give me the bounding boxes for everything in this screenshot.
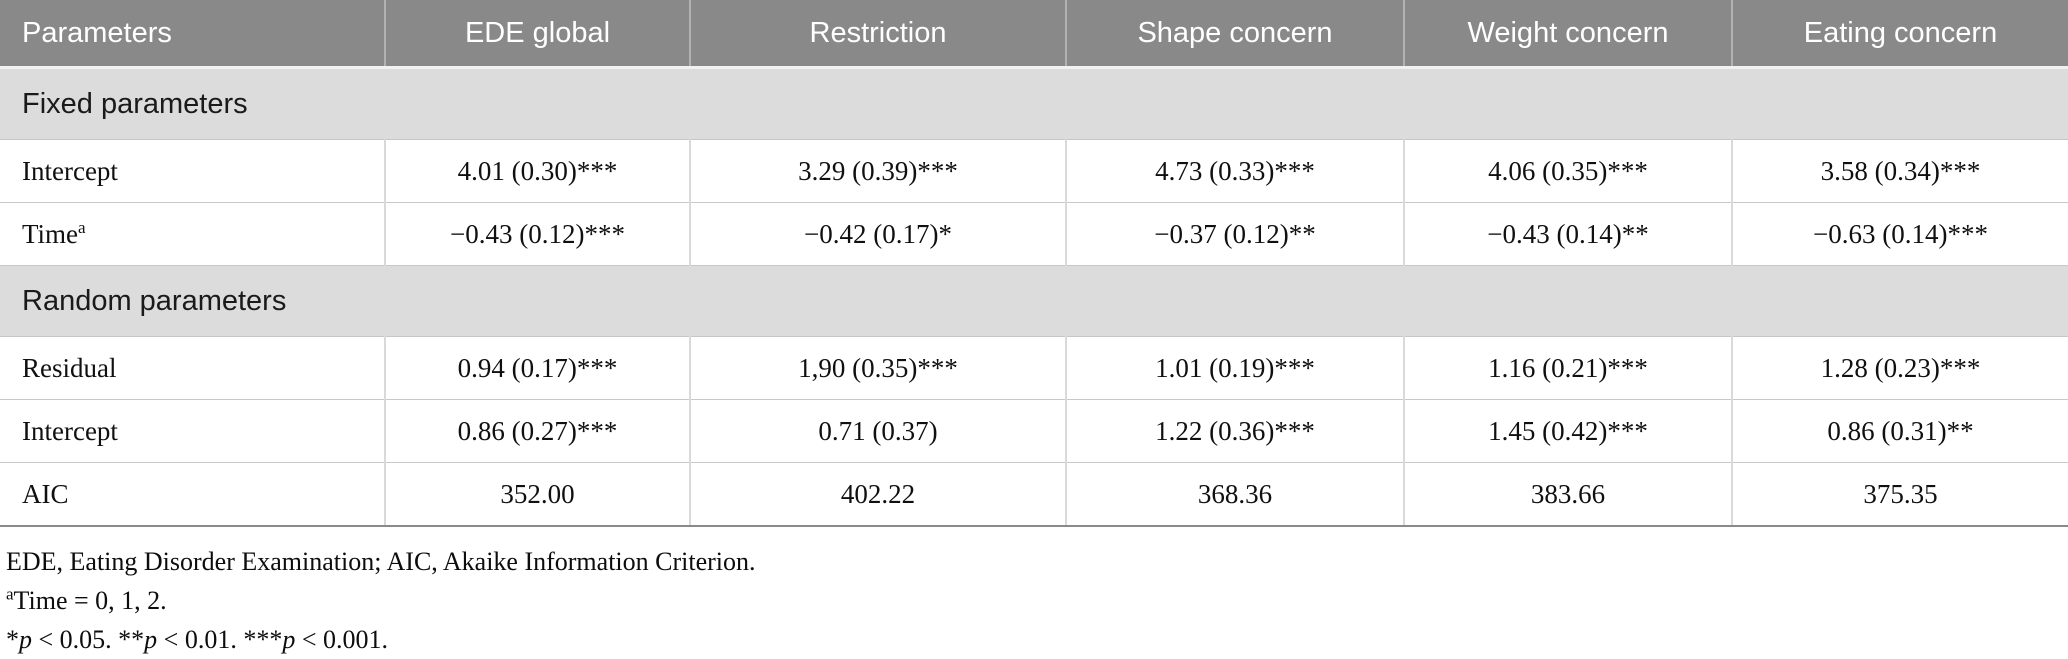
column-header-parameters: Parameters bbox=[0, 0, 386, 69]
header-row: Parameters EDE global Restriction Shape … bbox=[0, 0, 2068, 69]
table-cell: −0.42 (0.17)* bbox=[690, 202, 1067, 266]
sig-p: p bbox=[19, 625, 32, 654]
footnote-abbreviations: EDE, Eating Disorder Examination; AIC, A… bbox=[6, 547, 756, 576]
column-header-shape-concern: Shape concern bbox=[1066, 0, 1405, 69]
footnote-marker-a: a bbox=[6, 584, 14, 604]
table-cell: 383.66 bbox=[1404, 462, 1733, 527]
row-label: Residual bbox=[0, 336, 386, 400]
table-cell: 1.16 (0.21)*** bbox=[1404, 336, 1733, 400]
table-cell: 0.86 (0.31)** bbox=[1732, 399, 2068, 463]
table-cell: 1.28 (0.23)*** bbox=[1732, 336, 2068, 400]
footnote-time-text: Time = 0, 1, 2. bbox=[13, 586, 167, 615]
statistics-table: Parameters EDE global Restriction Shape … bbox=[0, 0, 2068, 527]
table-row-random-intercept: Intercept 0.86 (0.27)*** 0.71 (0.37) 1.2… bbox=[0, 399, 2068, 463]
table-footnotes: EDE, Eating Disorder Examination; AIC, A… bbox=[0, 527, 2068, 659]
table-cell: 3.29 (0.39)*** bbox=[690, 139, 1067, 203]
sig-cond: < 0.01. bbox=[157, 625, 244, 654]
column-header-restriction: Restriction bbox=[690, 0, 1067, 69]
table-row-fixed-intercept: Intercept 4.01 (0.30)*** 3.29 (0.39)*** … bbox=[0, 139, 2068, 203]
sig-cond: < 0.05. bbox=[32, 625, 119, 654]
table-cell: 0.94 (0.17)*** bbox=[385, 336, 691, 400]
footnote-time: aTime = 0, 1, 2. bbox=[6, 581, 2068, 620]
sig-stars: *** bbox=[243, 625, 283, 654]
table-cell: 402.22 bbox=[690, 462, 1067, 527]
table-cell: −0.63 (0.14)*** bbox=[1732, 202, 2068, 266]
sig-stars: * bbox=[6, 625, 19, 654]
table-cell: 0.71 (0.37) bbox=[690, 399, 1067, 463]
column-header-eating-concern: Eating concern bbox=[1732, 0, 2068, 69]
sig-p: p bbox=[144, 625, 158, 654]
table-cell: 1,90 (0.35)*** bbox=[690, 336, 1067, 400]
row-label: Intercept bbox=[0, 399, 386, 463]
table-cell: 0.86 (0.27)*** bbox=[385, 399, 691, 463]
section-title: Random parameters bbox=[0, 265, 2068, 337]
table-cell: 1.45 (0.42)*** bbox=[1404, 399, 1733, 463]
column-header-ede-global: EDE global bbox=[385, 0, 691, 69]
table-cell: −0.43 (0.14)** bbox=[1404, 202, 1733, 266]
footnote-marker-a: a bbox=[78, 217, 86, 237]
table-cell: −0.37 (0.12)** bbox=[1066, 202, 1405, 266]
section-row-fixed-parameters: Fixed parameters bbox=[0, 67, 2068, 140]
table-cell: 1.01 (0.19)*** bbox=[1066, 336, 1405, 400]
row-label: AIC bbox=[0, 462, 386, 527]
sig-p: p bbox=[282, 625, 296, 654]
sig-cond: < 0.001. bbox=[295, 625, 389, 654]
section-row-random-parameters: Random parameters bbox=[0, 265, 2068, 337]
table-cell: −0.43 (0.12)*** bbox=[385, 202, 691, 266]
section-title: Fixed parameters bbox=[0, 67, 2068, 140]
table-cell: 4.06 (0.35)*** bbox=[1404, 139, 1733, 203]
footnote-significance: *p < 0.05. **p < 0.01. ***p < 0.001. bbox=[6, 620, 2068, 659]
table-cell: 352.00 bbox=[385, 462, 691, 527]
table-cell: 4.73 (0.33)*** bbox=[1066, 139, 1405, 203]
table-cell: 4.01 (0.30)*** bbox=[385, 139, 691, 203]
column-header-weight-concern: Weight concern bbox=[1404, 0, 1733, 69]
table-row-aic: AIC 352.00 402.22 368.36 383.66 375.35 bbox=[0, 462, 2068, 527]
table-row-random-residual: Residual 0.94 (0.17)*** 1,90 (0.35)*** 1… bbox=[0, 336, 2068, 400]
table-cell: 375.35 bbox=[1732, 462, 2068, 527]
table-row-fixed-time: Timea −0.43 (0.12)*** −0.42 (0.17)* −0.3… bbox=[0, 202, 2068, 266]
row-label-text: Time bbox=[22, 218, 79, 249]
row-label: Intercept bbox=[0, 139, 386, 203]
table-cell: 3.58 (0.34)*** bbox=[1732, 139, 2068, 203]
row-label: Timea bbox=[0, 202, 386, 266]
table-cell: 1.22 (0.36)*** bbox=[1066, 399, 1405, 463]
table-cell: 368.36 bbox=[1066, 462, 1405, 527]
sig-stars: ** bbox=[118, 625, 145, 654]
